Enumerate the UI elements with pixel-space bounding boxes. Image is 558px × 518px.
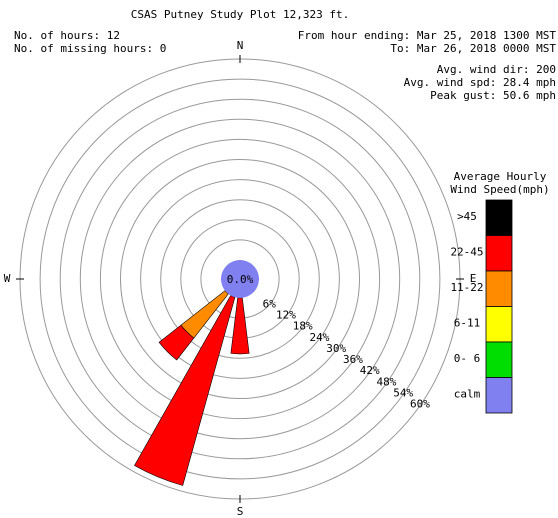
info-text: From hour ending: Mar 25, 2018 1300 MST bbox=[298, 29, 557, 42]
legend-swatch bbox=[485, 199, 513, 236]
wedge bbox=[158, 324, 195, 361]
ring bbox=[120, 159, 360, 399]
legend-label: 11-22 bbox=[450, 281, 483, 294]
ring-label: 60% bbox=[410, 398, 430, 411]
ring bbox=[59, 98, 421, 460]
legend-label: 0- 6 bbox=[454, 352, 481, 365]
legend-swatch bbox=[485, 377, 513, 414]
ring-label: 24% bbox=[310, 331, 330, 344]
ring bbox=[140, 179, 340, 379]
legend-label: >45 bbox=[457, 210, 477, 223]
info-text: Avg. wind dir: 200 bbox=[437, 63, 556, 76]
legend-title: Wind Speed(mph) bbox=[450, 183, 549, 196]
info-text: No. of hours: 12 bbox=[14, 29, 120, 42]
ring bbox=[39, 78, 441, 480]
legend-label: 22-45 bbox=[450, 246, 483, 259]
info-text: Peak gust: 50.6 mph bbox=[430, 89, 556, 102]
ring-label: 36% bbox=[343, 353, 363, 366]
legend-swatch bbox=[485, 306, 513, 343]
compass-label: N bbox=[237, 39, 244, 52]
ring-label: 48% bbox=[376, 375, 396, 388]
ring bbox=[160, 199, 320, 359]
info-text: Avg. wind spd: 28.4 mph bbox=[404, 76, 556, 89]
legend-title: Average Hourly bbox=[454, 170, 547, 183]
calm-circle bbox=[221, 260, 259, 298]
calm-label: 0.0% bbox=[227, 273, 254, 286]
legend-label: calm bbox=[454, 388, 481, 401]
ring-label: 42% bbox=[360, 364, 380, 377]
wedge bbox=[230, 297, 250, 355]
legend-swatch bbox=[485, 341, 513, 378]
legend-label: 6-11 bbox=[454, 317, 481, 330]
ring bbox=[99, 138, 381, 420]
compass-label: E bbox=[470, 272, 477, 285]
ring-label: 6% bbox=[263, 297, 277, 310]
chart-title: CSAS Putney Study Plot 12,323 ft. bbox=[131, 8, 350, 21]
ring-label: 12% bbox=[276, 309, 296, 322]
compass-label: S bbox=[237, 505, 244, 518]
info-text: To: Mar 26, 2018 0000 MST bbox=[390, 42, 556, 55]
ring bbox=[79, 118, 401, 440]
legend-swatch bbox=[485, 235, 513, 272]
ring-label: 54% bbox=[393, 386, 413, 399]
info-text: No. of missing hours: 0 bbox=[14, 42, 166, 55]
compass-label: W bbox=[4, 272, 11, 285]
ring-label: 30% bbox=[326, 342, 346, 355]
ring-label: 18% bbox=[293, 320, 313, 333]
legend-swatch bbox=[485, 270, 513, 307]
